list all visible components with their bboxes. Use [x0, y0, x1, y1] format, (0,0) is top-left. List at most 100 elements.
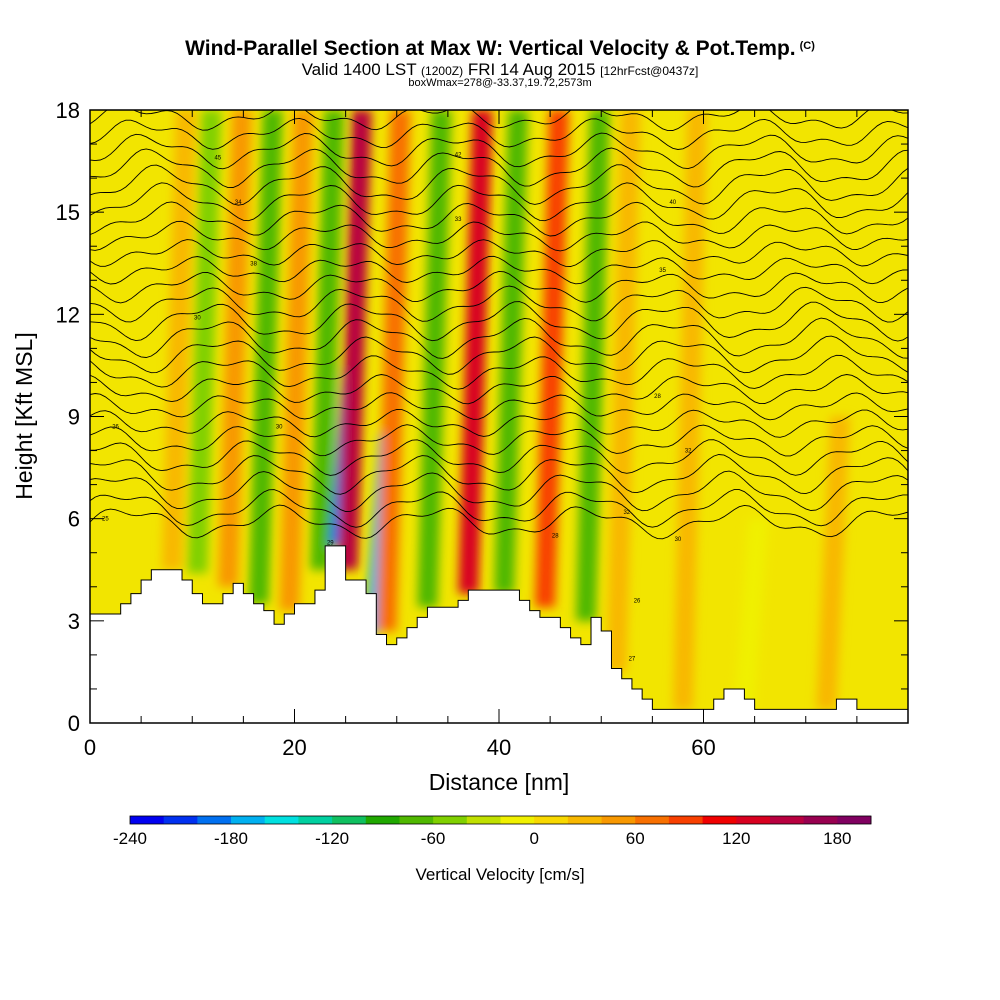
colorbar-label: Vertical Velocity [cm/s] — [415, 865, 584, 884]
w-plume-1 — [187, 110, 222, 574]
isentrope-17 — [90, 220, 908, 252]
isentrope-11 — [90, 317, 908, 359]
contour-label: 25 — [102, 517, 109, 523]
y-tick-label: 12 — [56, 302, 80, 327]
colorbar-tick-label: -120 — [315, 829, 349, 848]
y-tick-label: 18 — [56, 98, 80, 123]
w-plume-18 — [816, 416, 851, 710]
forecast-info: [12hrFcst@0437z] — [600, 64, 699, 78]
y-tick-labels: 0 3 6 9 12 15 18 — [56, 98, 80, 736]
chart-title: Wind-Parallel Section at Max W: Vertical… — [185, 37, 815, 60]
x-tick-label: 60 — [691, 735, 715, 760]
colorbar-swatch — [702, 816, 737, 824]
colorbar-frame — [129, 815, 872, 825]
colorbar-swatch — [197, 816, 232, 824]
contour-label: 29 — [327, 541, 334, 547]
colorbar-tick-label: 0 — [529, 829, 538, 848]
x-tick-label: 20 — [282, 735, 306, 760]
colorbar-swatch — [332, 816, 367, 824]
isentrope-7 — [90, 392, 908, 421]
colorbar-swatch — [601, 816, 636, 824]
isentrope-22 — [90, 132, 908, 170]
colorbar-tick-label: -180 — [214, 829, 248, 848]
w-plume-9 — [376, 110, 411, 632]
colorbar-swatch — [837, 816, 872, 824]
isentrope-13 — [90, 285, 908, 323]
colorbar-swatch — [298, 816, 333, 824]
colorbar-swatch — [769, 816, 805, 824]
contour-labels: 25 26 30 34 30 45 38 29 33 42 28 32 35 40 26 28 30 32 27 — [102, 152, 692, 662]
isentrope-9 — [90, 354, 908, 390]
y-tick-label: 9 — [68, 405, 80, 430]
colorbar-swatch — [264, 816, 299, 824]
isentrope-15 — [90, 255, 908, 285]
valid-date: FRI 14 Aug 2015 — [467, 60, 596, 79]
contour-label: 45 — [214, 156, 221, 162]
w-plume-13 — [535, 110, 570, 608]
isentrope-20 — [90, 164, 908, 206]
colorbar — [129, 815, 872, 825]
isentrope-3 — [90, 454, 908, 495]
isentrope-10 — [90, 335, 908, 375]
w-plume-0 — [161, 110, 196, 570]
colorbar-swatch — [466, 816, 501, 824]
axis-ticks — [90, 110, 908, 723]
isentrope-16 — [90, 239, 908, 267]
colorbar-swatch — [635, 816, 670, 824]
contour-label: 28 — [654, 394, 661, 400]
contour-label: 42 — [455, 152, 462, 158]
colorbar-tick-label: -240 — [113, 829, 147, 848]
y-axis-label: Height [Kft MSL] — [11, 332, 37, 499]
isentrope-21 — [90, 147, 908, 189]
isentrope-19 — [90, 182, 908, 222]
colorbar-swatch — [365, 816, 400, 824]
w-plume-2 — [218, 110, 253, 587]
colorbar-swatch — [163, 816, 198, 824]
isentrope-1 — [90, 489, 908, 528]
valid-time: Valid 1400 LST (1200Z) FRI 14 Aug 2015 [… — [0, 60, 1000, 80]
colorbar-swatch — [433, 816, 468, 824]
x-tick-labels: 0 20 40 60 — [84, 735, 716, 760]
isentrope-18 — [90, 201, 908, 237]
colorbar-swatch — [736, 816, 771, 824]
w-plume-11 — [458, 110, 493, 594]
contour-label: 32 — [685, 449, 692, 455]
contour-label: 33 — [455, 217, 462, 223]
colorbar-swatch — [534, 816, 569, 824]
isentrope-24 — [90, 110, 908, 132]
contour-label: 38 — [250, 261, 257, 267]
isentrope-14 — [90, 270, 908, 304]
isentrope-5 — [90, 424, 908, 457]
terrain — [90, 545, 908, 723]
x-tick-label: 40 — [487, 735, 511, 760]
colorbar-tick-label: 180 — [823, 829, 851, 848]
isentrope-0 — [90, 504, 908, 540]
w-plume-10 — [417, 110, 452, 608]
contour-label: 26 — [112, 425, 119, 431]
vertical-velocity-field — [161, 110, 851, 710]
w-plume-3 — [248, 110, 283, 604]
colorbar-swatch — [567, 816, 602, 824]
w-plume-15 — [606, 110, 641, 672]
colorbar-tick-label: 120 — [722, 829, 750, 848]
x-axis-label: Distance [nm] — [429, 769, 570, 795]
valid-main: 1400 LST — [342, 60, 417, 79]
valid-prefix: Valid — [301, 60, 339, 79]
copyright-mark: (C) — [799, 40, 815, 52]
x-tick-label: 0 — [84, 735, 96, 760]
isentrope-4 — [90, 439, 908, 476]
isentrope-23 — [90, 117, 908, 150]
contour-label: 26 — [634, 598, 641, 604]
contour-label: 35 — [659, 268, 666, 274]
y-tick-label: 0 — [68, 711, 80, 736]
y-tick-label: 15 — [56, 200, 80, 225]
colorbar-swatch — [231, 816, 266, 824]
valid-utc: (1200Z) — [421, 64, 464, 78]
isentrope-12 — [90, 301, 908, 342]
contour-label: 34 — [235, 200, 242, 206]
box-info: boxWmax=278@-33.37,19.72,2573m — [408, 77, 592, 89]
contour-label: 30 — [675, 537, 682, 543]
isentrope-2 — [90, 470, 908, 512]
w-plume-7 — [337, 110, 372, 570]
